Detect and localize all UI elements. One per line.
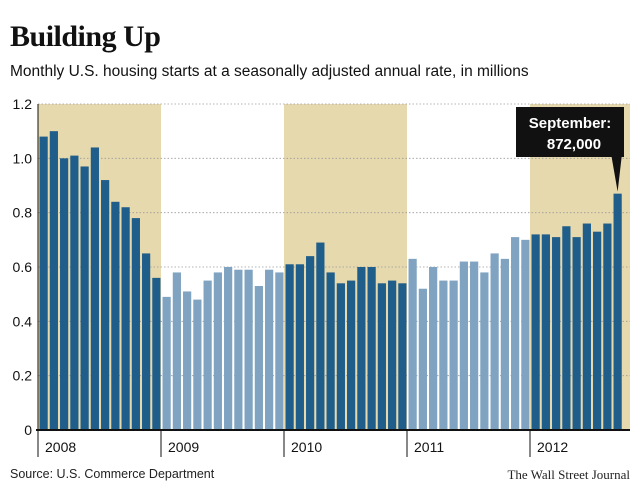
- bar: [470, 261, 479, 430]
- bar: [295, 264, 304, 430]
- bar: [152, 277, 161, 430]
- x-tick-label: 2010: [291, 439, 322, 455]
- bar: [336, 283, 345, 430]
- x-tick-label: 2008: [45, 439, 76, 455]
- bar: [490, 253, 499, 430]
- bar: [531, 234, 540, 430]
- bar: [521, 239, 530, 430]
- bar: [121, 207, 130, 430]
- y-tick-label: 0.2: [13, 368, 33, 384]
- bar: [316, 242, 325, 430]
- bar: [234, 269, 243, 430]
- bar: [552, 237, 561, 430]
- bar: [90, 147, 99, 430]
- bar: [101, 180, 110, 430]
- y-tick-label: 1.0: [13, 150, 33, 166]
- bar: [275, 272, 284, 430]
- bar: [213, 272, 222, 430]
- bar: [480, 272, 489, 430]
- bar: [265, 269, 274, 430]
- credit-note: The Wall Street Journal: [507, 467, 630, 482]
- axes: 0 0.2 0.4 0.6 0.8 1.0 1.2 2008 2009 2010 2011 2012: [13, 96, 630, 457]
- bar: [439, 280, 448, 430]
- bar: [613, 193, 622, 430]
- bar: [224, 267, 233, 430]
- bar: [377, 283, 386, 430]
- bar: [193, 299, 202, 430]
- callout-value: 872,000: [547, 136, 601, 153]
- bar: [244, 269, 253, 430]
- chart-title: Building Up: [10, 20, 161, 53]
- chart-subtitle: Monthly U.S. housing starts at a seasona…: [10, 63, 529, 80]
- y-tick-label: 0.6: [13, 259, 33, 275]
- bar: [347, 280, 356, 430]
- y-tick-label: 0.4: [13, 313, 33, 329]
- bar: [408, 258, 417, 430]
- bar: [183, 291, 192, 430]
- y-tick-label: 0: [24, 422, 32, 438]
- x-tick-label: 2009: [168, 439, 199, 455]
- bar: [398, 283, 407, 430]
- x-tick-label: 2012: [537, 439, 568, 455]
- bar: [582, 223, 591, 430]
- bar: [285, 264, 294, 430]
- bar: [131, 218, 140, 430]
- bars: [39, 131, 622, 431]
- bar: [203, 280, 212, 430]
- september-callout: September: 872,000: [516, 107, 624, 192]
- bar: [593, 231, 602, 430]
- bar: [306, 256, 315, 430]
- source-note: Source: U.S. Commerce Department: [10, 467, 215, 481]
- bar: [172, 272, 181, 430]
- bar: [603, 223, 612, 430]
- y-tick-label: 0.8: [13, 205, 33, 221]
- bar: [388, 280, 397, 430]
- bar: [459, 261, 468, 430]
- bar: [449, 280, 458, 430]
- bar: [162, 296, 171, 430]
- bar: [111, 201, 120, 430]
- bar: [254, 286, 263, 430]
- bar: [429, 267, 438, 430]
- bar: [49, 131, 58, 430]
- bar: [541, 234, 550, 430]
- bar: [511, 237, 520, 430]
- bar: [357, 267, 366, 430]
- bar: [326, 272, 335, 430]
- callout-label: September:: [529, 115, 612, 132]
- bar: [80, 166, 89, 430]
- bar: [418, 288, 427, 430]
- bar: [142, 253, 151, 430]
- callout-box: [516, 107, 624, 192]
- bar: [367, 267, 376, 430]
- bar: [500, 258, 509, 430]
- bar: [572, 237, 581, 430]
- bar: [562, 226, 571, 430]
- y-tick-label: 1.2: [13, 96, 33, 112]
- bar: [60, 158, 69, 431]
- bar: [39, 136, 48, 430]
- x-tick-label: 2011: [414, 439, 444, 455]
- bar: [70, 155, 79, 430]
